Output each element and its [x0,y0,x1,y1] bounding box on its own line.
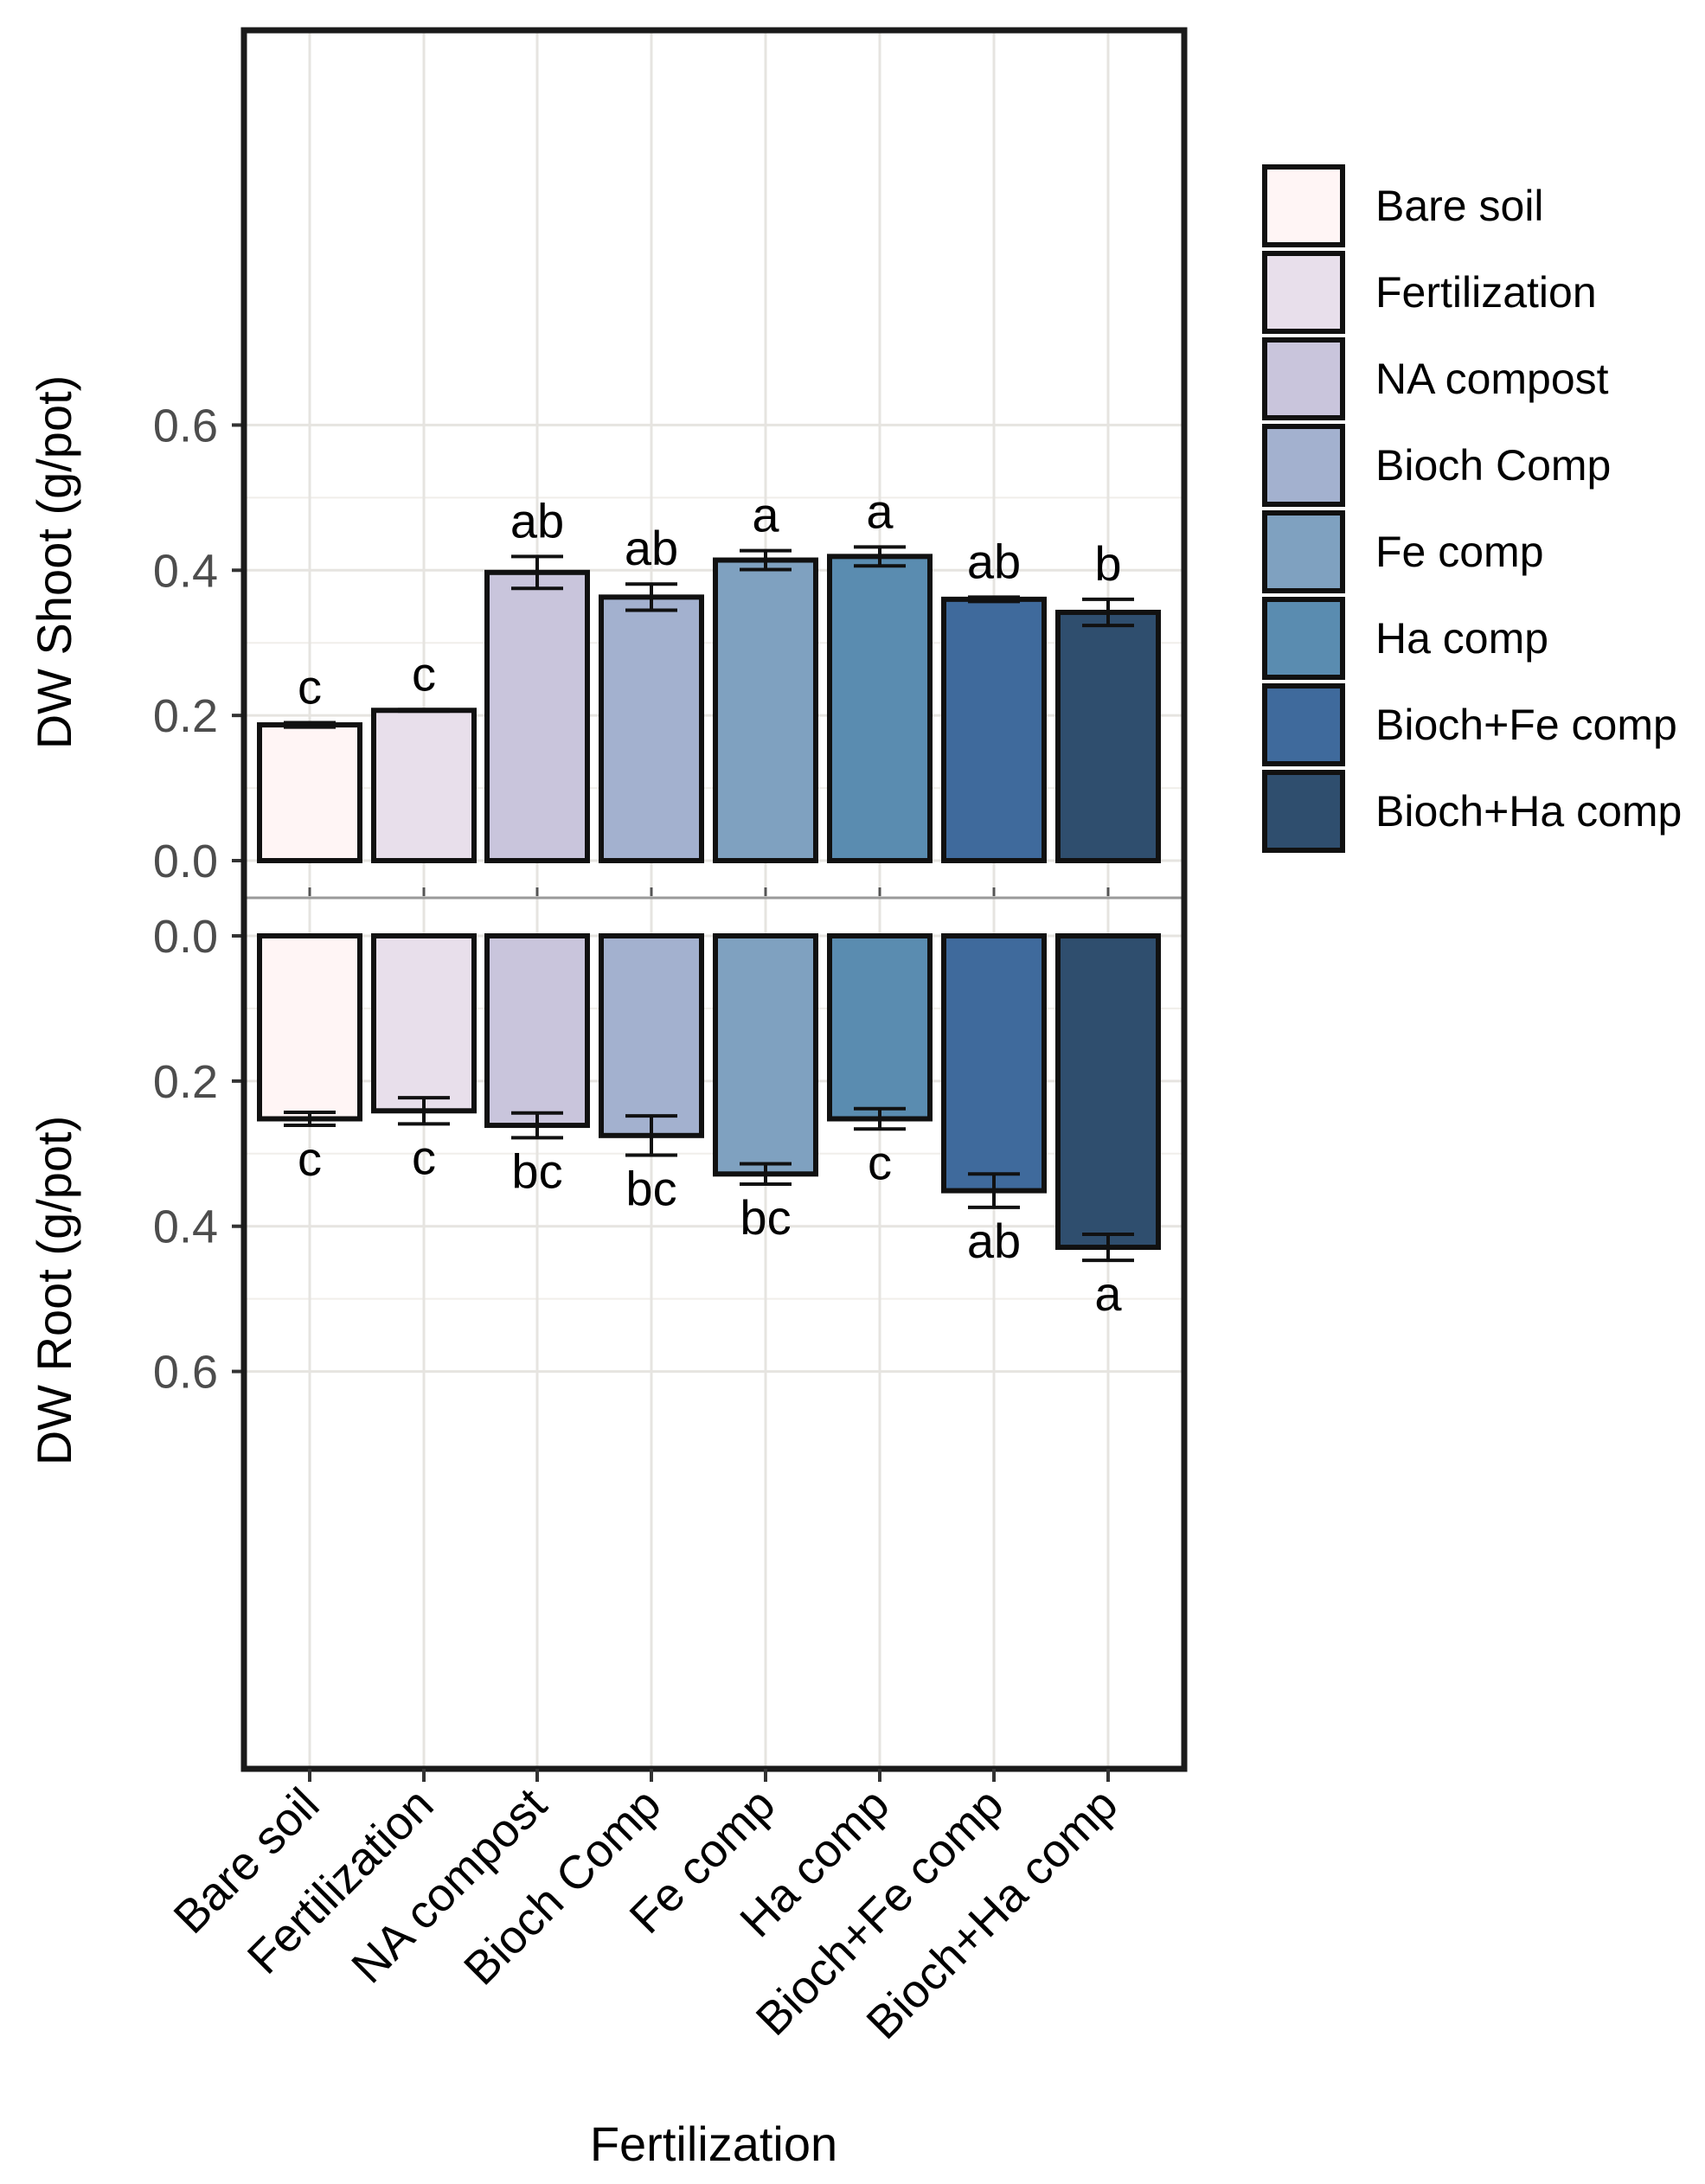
root-bar [257,933,362,1122]
root-significance-letter: c [298,1131,322,1186]
legend-swatch [1262,683,1345,766]
shoot-significance-letter: c [298,660,322,714]
root-y-tick-label: 0.4 [153,1201,218,1253]
root-y-tick-label: 0.2 [153,1056,218,1108]
root-bar [599,933,704,1138]
shoot-panel: c c ab ab a a ab b 0.0 0.2 0.4 0.6 DW Shoot (g/pot… [27,33,1182,898]
shoot-y-tick-label: 0.6 [153,400,218,452]
shoot-y-axis: 0.0 0.2 0.4 0.6 [153,400,244,887]
root-significance-letter: c [412,1130,436,1184]
legend-swatch [1262,597,1345,680]
root-significance-letter: bc [740,1190,791,1245]
legend-swatch [1262,770,1345,853]
shoot-y-tick-label: 0.4 [153,545,218,597]
shoot-bar [371,708,477,863]
legend-swatch [1262,424,1345,507]
root-bar [941,933,1047,1194]
root-bar [484,933,590,1129]
legend-label: Ha comp [1375,614,1548,663]
root-significance-letter: bc [511,1143,562,1198]
shoot-y-axis-title: DW Shoot (g/pot) [27,375,81,750]
legend-swatch [1262,510,1345,593]
root-significance-letter: c [868,1135,892,1189]
legend-label: Bioch Comp [1375,441,1611,490]
root-significance-letter: bc [625,1161,676,1215]
root-bar [827,933,933,1122]
root-bar [371,933,477,1114]
shoot-bar [599,594,704,863]
shoot-bar [827,554,933,863]
shoot-significance-letter: a [866,484,894,538]
legend-label: Bare soil [1375,182,1544,230]
legend-swatch [1262,337,1345,420]
root-y-tick-label: 0.0 [153,911,218,963]
root-bar [713,933,818,1177]
root-y-axis-title: DW Root (g/pot) [27,1116,81,1466]
shoot-bar [257,722,362,863]
root-panel: c c bc bc bc c ab a 0.0 0.2 0.4 0.6 DW Root (g/pot… [27,898,1182,1766]
root-bars: c c bc bc bc c ab a [257,933,1161,1321]
root-significance-letter: ab [967,1214,1021,1268]
root-bar [1055,933,1161,1251]
legend-label: Fe comp [1375,528,1544,576]
plot-border [240,27,1188,1772]
legend-swatch [1262,251,1345,334]
shoot-bar [484,569,590,863]
root-y-axis: 0.0 0.2 0.4 0.6 [153,911,244,1399]
shoot-significance-letter: b [1094,536,1121,591]
shoot-y-tick-label: 0.2 [153,690,218,742]
shoot-significance-letter: ab [625,521,678,575]
shoot-bars: c c ab ab a a ab b [257,484,1161,863]
legend-label: Fertilization [1375,268,1597,317]
shoot-bar [1055,609,1161,863]
legend-label: Bioch+Ha comp [1375,787,1682,836]
shoot-significance-letter: ab [967,534,1021,588]
legend: Bare soil Fertilization NA compost Bioch Co… [1262,164,1682,853]
shoot-bar [941,596,1047,863]
shoot-bar [713,557,818,863]
shoot-significance-letter: c [412,646,436,701]
legend-swatch [1262,164,1345,247]
legend-label: NA compost [1375,355,1609,403]
legend-label: Bioch+Fe comp [1375,701,1677,749]
root-y-tick-label: 0.6 [153,1347,218,1399]
shoot-significance-letter: ab [510,493,564,548]
shoot-significance-letter: a [752,488,779,542]
x-axis-title: Fertilization [590,2117,837,2171]
shoot-y-tick-label: 0.0 [153,836,218,887]
root-significance-letter: a [1094,1266,1122,1321]
